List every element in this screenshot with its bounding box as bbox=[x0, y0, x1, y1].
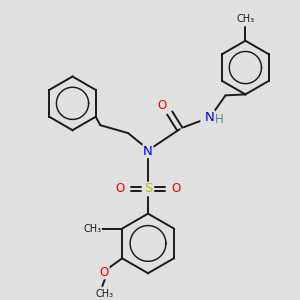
Text: O: O bbox=[116, 182, 125, 195]
Text: O: O bbox=[157, 99, 167, 112]
Text: O: O bbox=[100, 266, 109, 279]
Text: CH₃: CH₃ bbox=[83, 224, 101, 233]
Text: S: S bbox=[144, 182, 152, 195]
Text: N: N bbox=[205, 111, 214, 124]
Text: H: H bbox=[215, 113, 224, 126]
Text: CH₃: CH₃ bbox=[236, 14, 254, 24]
Text: O: O bbox=[171, 182, 181, 195]
Text: N: N bbox=[143, 145, 153, 158]
Text: CH₃: CH₃ bbox=[95, 289, 113, 299]
